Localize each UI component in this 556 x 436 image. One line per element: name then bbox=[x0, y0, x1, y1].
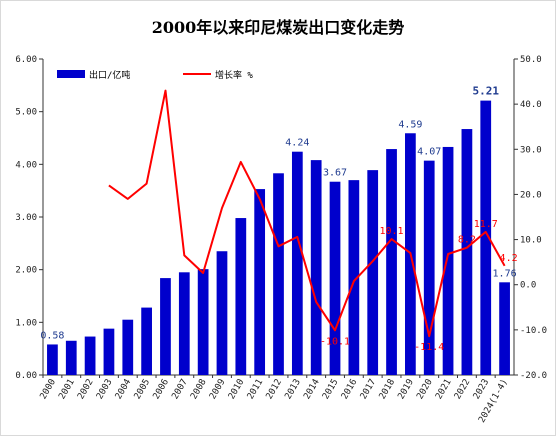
growth-value-label: -10.1 bbox=[320, 336, 350, 347]
y-right-tick-label: 30.0 bbox=[520, 145, 542, 155]
y-left-tick-label: 2.00 bbox=[15, 266, 37, 276]
bar bbox=[160, 278, 171, 375]
y-right-tick-label: 0.0 bbox=[520, 281, 536, 291]
bar-value-label: 4.59 bbox=[398, 119, 422, 130]
bar-value-label: 0.58 bbox=[40, 330, 64, 341]
y-left-tick-label: 1.00 bbox=[15, 318, 37, 328]
x-tick-label: 2019 bbox=[396, 378, 416, 402]
bar-value-label: 5.21 bbox=[472, 85, 499, 98]
bar bbox=[254, 189, 266, 375]
bar bbox=[442, 146, 454, 375]
y-left-tick-label: 0.00 bbox=[15, 371, 37, 381]
x-tick-label: 2004 bbox=[114, 378, 134, 402]
bar bbox=[480, 100, 492, 376]
x-tick-label: 2017 bbox=[359, 378, 379, 402]
x-tick-label: 2002 bbox=[76, 378, 96, 402]
x-tick-label: 2021 bbox=[434, 378, 454, 402]
x-tick-label: 2022 bbox=[453, 378, 473, 402]
bar-value-label: 1.76 bbox=[493, 268, 517, 279]
growth-value-label: 4.2 bbox=[500, 253, 518, 264]
growth-value-label: -11.4 bbox=[414, 342, 444, 353]
bar bbox=[47, 344, 58, 375]
y-right-tick-label: 20.0 bbox=[520, 190, 542, 200]
x-tick-label: 2001 bbox=[57, 378, 77, 402]
bar bbox=[461, 129, 473, 375]
y-right-tick-label: 50.0 bbox=[520, 55, 542, 65]
y-left-tick-label: 4.00 bbox=[15, 160, 37, 170]
bar bbox=[348, 180, 360, 375]
x-tick-label: 2015 bbox=[321, 378, 341, 402]
bar bbox=[499, 282, 510, 375]
y-left-tick-label: 5.00 bbox=[15, 108, 37, 118]
growth-value-label: 8.2 bbox=[458, 235, 476, 246]
legend-label-export: 出口/亿吨 bbox=[89, 69, 130, 81]
bar bbox=[197, 269, 209, 375]
y-right-tick-label: 10.0 bbox=[520, 236, 542, 246]
bar bbox=[386, 149, 397, 375]
x-tick-label: 2014 bbox=[302, 378, 322, 402]
bar bbox=[141, 307, 152, 375]
x-tick-label: 2010 bbox=[227, 378, 247, 402]
bar bbox=[291, 151, 303, 375]
growth-value-label: 11.7 bbox=[474, 219, 498, 230]
growth-value-label: 10.1 bbox=[379, 226, 403, 237]
y-right-tick-label: -10.0 bbox=[520, 326, 547, 336]
bar-value-label: 4.24 bbox=[285, 138, 309, 149]
growth-rate-line bbox=[108, 89, 506, 338]
x-tick-label: 2006 bbox=[152, 378, 172, 402]
bar bbox=[367, 170, 379, 375]
x-tick-label: 2009 bbox=[208, 378, 228, 402]
x-tick-label: 2008 bbox=[189, 378, 209, 402]
y-left-tick-label: 3.00 bbox=[15, 213, 37, 223]
y-left-tick-label: 6.00 bbox=[15, 55, 37, 65]
bar bbox=[122, 319, 134, 375]
x-tick-label: 2020 bbox=[415, 378, 435, 402]
y-right-tick-label: 40.0 bbox=[520, 100, 542, 110]
x-tick-label: 2016 bbox=[340, 378, 360, 402]
bar bbox=[235, 218, 247, 375]
x-tick-label: 2011 bbox=[246, 378, 266, 402]
bar-value-label: 4.07 bbox=[417, 147, 441, 158]
bar bbox=[178, 272, 190, 375]
bar bbox=[84, 336, 96, 375]
x-tick-label: 2023 bbox=[472, 378, 492, 402]
chart-title: 2000年以来印尼煤炭出口变化走势 bbox=[151, 18, 405, 37]
legend-swatch-export bbox=[57, 70, 85, 78]
y-right-tick-label: -20.0 bbox=[520, 371, 547, 381]
bar bbox=[310, 160, 322, 375]
bar bbox=[216, 251, 228, 375]
x-tick-label: 2007 bbox=[170, 378, 190, 402]
x-tick-label: 2012 bbox=[265, 378, 285, 402]
x-tick-label: 2003 bbox=[95, 378, 115, 402]
bar bbox=[103, 328, 115, 375]
x-tick-label: 2018 bbox=[378, 378, 398, 402]
x-tick-label: 2013 bbox=[283, 378, 303, 402]
bar bbox=[423, 160, 435, 375]
bar bbox=[273, 173, 284, 375]
x-tick-label: 2005 bbox=[133, 378, 153, 402]
bar bbox=[329, 181, 341, 375]
x-tick-label: 2000 bbox=[39, 378, 59, 402]
bar-value-label: 3.67 bbox=[323, 168, 347, 179]
bar bbox=[65, 340, 77, 375]
legend-label-growth: 增长率 % bbox=[215, 69, 253, 81]
